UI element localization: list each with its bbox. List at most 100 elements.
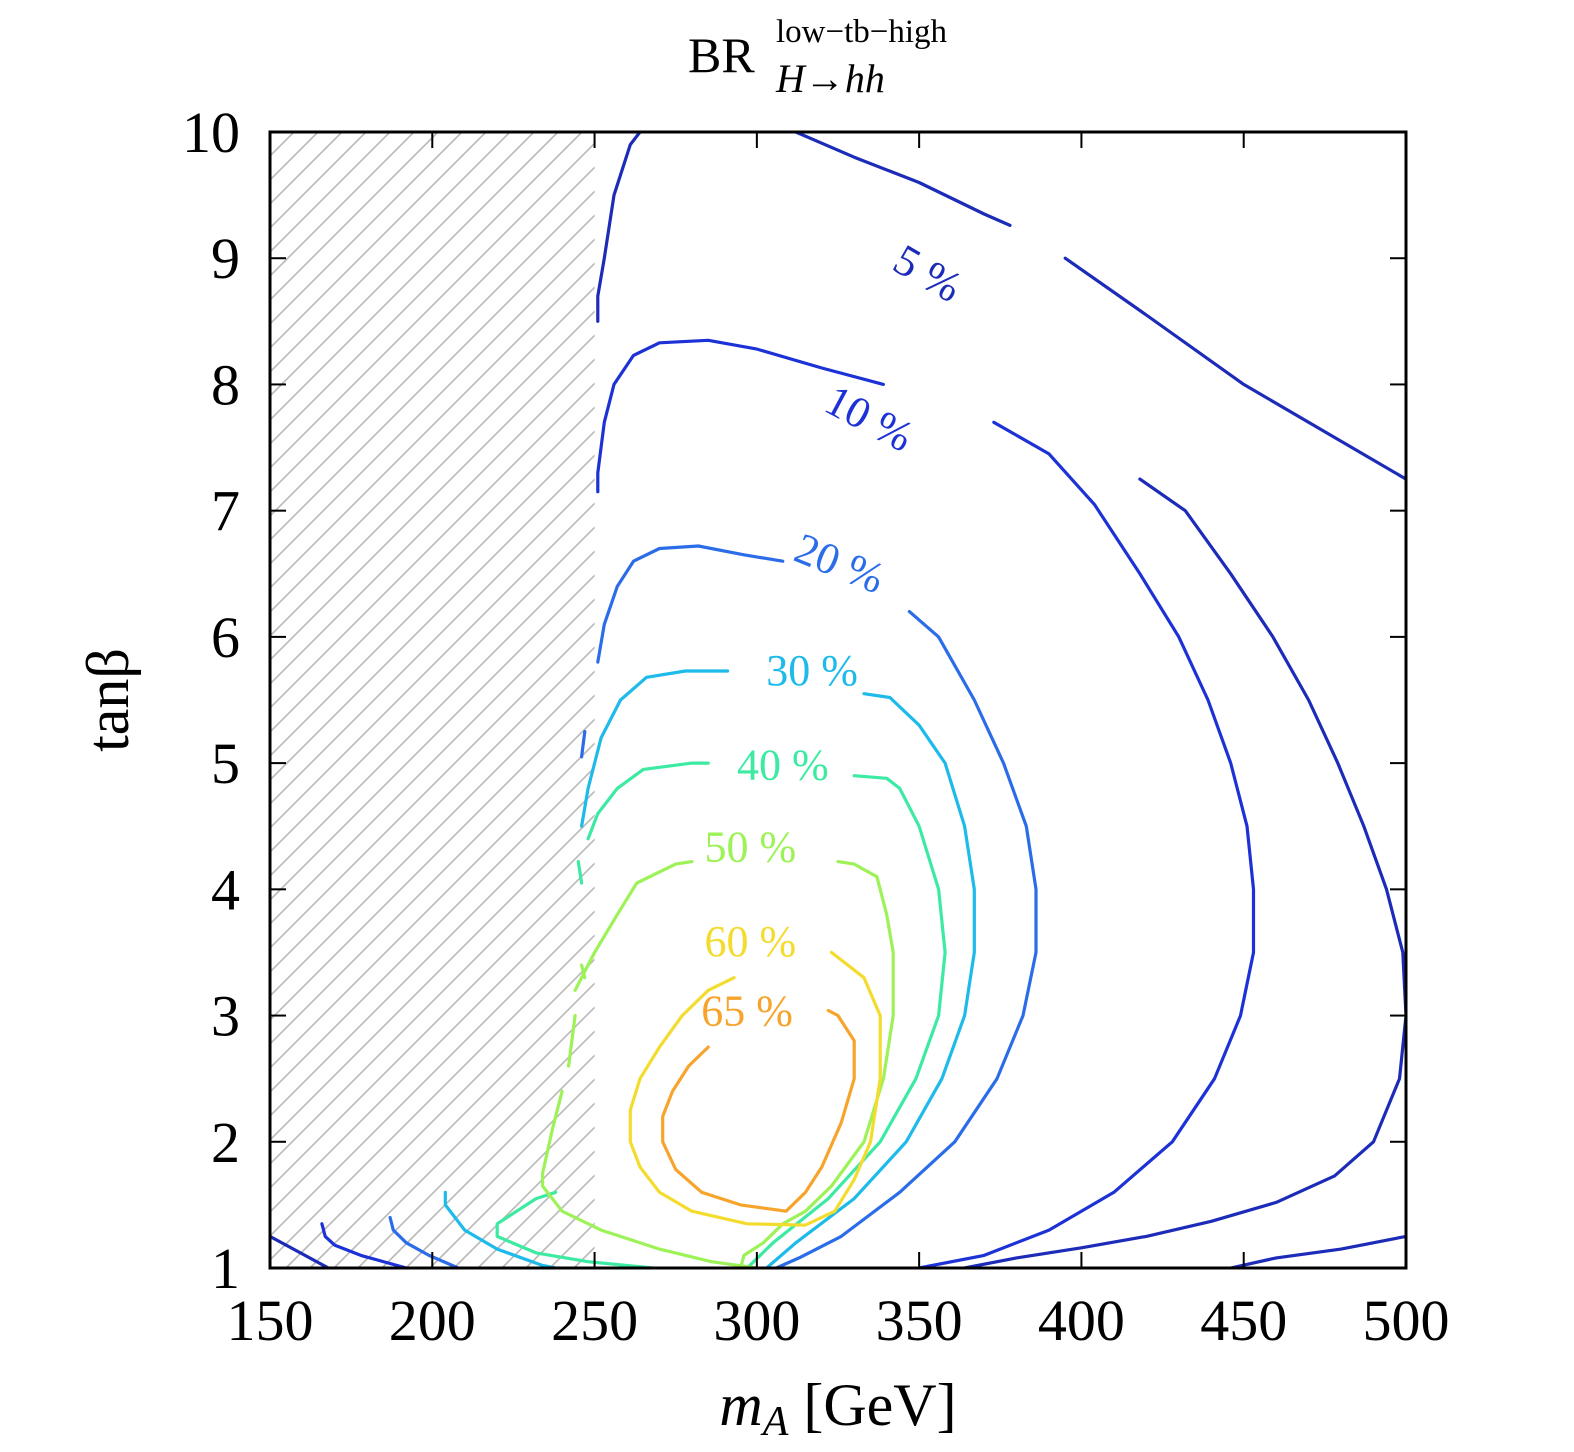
hatch-line bbox=[598, 132, 1574, 1268]
contour-label: 40 % bbox=[737, 741, 829, 790]
hatch-line bbox=[270, 742, 595, 1070]
hatch-line bbox=[381, 1054, 595, 1268]
contour-line bbox=[917, 420, 1256, 1268]
excluded-region-hatch bbox=[270, 132, 1574, 1268]
x-tick-label: 450 bbox=[1200, 1288, 1287, 1353]
hatch-line bbox=[270, 862, 595, 1190]
contour-3 bbox=[443, 669, 976, 1268]
hatch-line bbox=[270, 132, 463, 326]
hatch-line bbox=[573, 1246, 595, 1268]
hatch-line bbox=[270, 838, 595, 1166]
hatch-line bbox=[270, 132, 535, 398]
contour-label: 30 % bbox=[766, 646, 858, 695]
hatch-line bbox=[270, 238, 595, 566]
hatch-line bbox=[270, 886, 595, 1214]
hatch-line bbox=[270, 478, 595, 806]
contour-line bbox=[596, 338, 886, 494]
hatch-line bbox=[549, 1222, 595, 1268]
hatch-line bbox=[270, 718, 595, 1046]
y-tick-label: 2 bbox=[211, 1110, 240, 1175]
contour-line bbox=[320, 1222, 408, 1268]
title-superscript: low−tb−high bbox=[776, 14, 948, 50]
chart-title: BR low−tb−high H→hh bbox=[688, 14, 948, 101]
x-tick-label: 300 bbox=[713, 1288, 800, 1353]
contour-line bbox=[579, 729, 587, 759]
hatch-line bbox=[357, 1030, 595, 1268]
contour-line bbox=[579, 669, 730, 828]
hatch-line bbox=[270, 526, 595, 854]
hatch-line bbox=[270, 382, 595, 710]
hatch-line bbox=[270, 166, 595, 494]
hatch-line bbox=[309, 982, 595, 1268]
hatch-line bbox=[429, 1102, 595, 1268]
contour-line bbox=[774, 609, 1038, 1268]
contour-label: 10 % bbox=[817, 375, 921, 461]
contour-line bbox=[745, 774, 947, 1268]
hatch-line bbox=[270, 646, 595, 974]
hatch-line bbox=[270, 598, 595, 926]
title-subscript: H→hh bbox=[775, 56, 885, 101]
hatch-line bbox=[270, 502, 595, 830]
hatch-line bbox=[270, 622, 595, 950]
x-tick-label: 250 bbox=[551, 1288, 638, 1353]
hatch-line bbox=[477, 1150, 595, 1268]
contour-line bbox=[1063, 256, 1406, 481]
y-tick-label: 10 bbox=[182, 100, 240, 165]
hatch-line bbox=[270, 286, 595, 614]
hatch-line bbox=[270, 910, 595, 1238]
contour-line bbox=[388, 1215, 460, 1268]
contour-label: 50 % bbox=[705, 823, 797, 872]
title-main: BR bbox=[688, 27, 755, 83]
hatch-line bbox=[270, 190, 595, 518]
hatch-line bbox=[270, 670, 595, 998]
hatch-line bbox=[270, 430, 595, 758]
contour-line bbox=[764, 692, 976, 1268]
x-tick-label: 350 bbox=[876, 1288, 963, 1353]
contour-1 bbox=[320, 338, 1256, 1268]
hatch-line bbox=[270, 142, 595, 470]
y-tick-label: 7 bbox=[211, 479, 240, 544]
x-tick-label: 200 bbox=[389, 1288, 476, 1353]
contour-line bbox=[661, 1008, 856, 1213]
x-axis-label-var: m bbox=[719, 1372, 762, 1438]
x-axis-label-sub: A bbox=[760, 1399, 789, 1445]
y-tick-label: 4 bbox=[211, 857, 240, 922]
y-tick-label: 9 bbox=[211, 226, 240, 291]
hatch-line bbox=[270, 310, 595, 638]
contour-line bbox=[566, 1013, 577, 1068]
contour-label: 5 % bbox=[885, 235, 970, 312]
y-axis-label: tanβ bbox=[75, 648, 141, 752]
contour-line bbox=[495, 1190, 655, 1268]
hatch-line bbox=[270, 814, 595, 1142]
hatch-line bbox=[501, 1174, 595, 1268]
hatch-line bbox=[270, 454, 595, 782]
contour-line bbox=[540, 1089, 759, 1268]
hatch-line bbox=[270, 132, 559, 422]
hatch-line bbox=[270, 132, 511, 374]
contour-line bbox=[270, 1234, 330, 1268]
hatch-line bbox=[270, 132, 367, 230]
hatch-line bbox=[270, 934, 595, 1262]
hatch-line bbox=[270, 406, 595, 734]
contour-7 bbox=[661, 1008, 856, 1213]
hatch-line bbox=[270, 766, 595, 1094]
y-tick-label: 1 bbox=[211, 1236, 240, 1301]
y-tick-label: 5 bbox=[211, 731, 240, 796]
hatch-line bbox=[270, 694, 595, 1022]
x-axis-label: mA [GeV] bbox=[719, 1372, 956, 1445]
hatch-line bbox=[270, 790, 595, 1118]
hatch-line bbox=[270, 132, 415, 278]
contour-6 bbox=[628, 950, 882, 1227]
hatch-line bbox=[525, 1198, 595, 1268]
contour-lines bbox=[270, 132, 1406, 1268]
contour-2 bbox=[388, 544, 1038, 1268]
contour-4 bbox=[495, 761, 947, 1268]
hatch-line bbox=[285, 958, 595, 1268]
contour-line bbox=[586, 761, 710, 841]
contour-0 bbox=[270, 132, 1406, 1268]
hatch-line bbox=[270, 132, 439, 302]
hatch-lines bbox=[270, 132, 1574, 1268]
hatch-line bbox=[270, 574, 595, 902]
hatch-line bbox=[270, 214, 595, 542]
